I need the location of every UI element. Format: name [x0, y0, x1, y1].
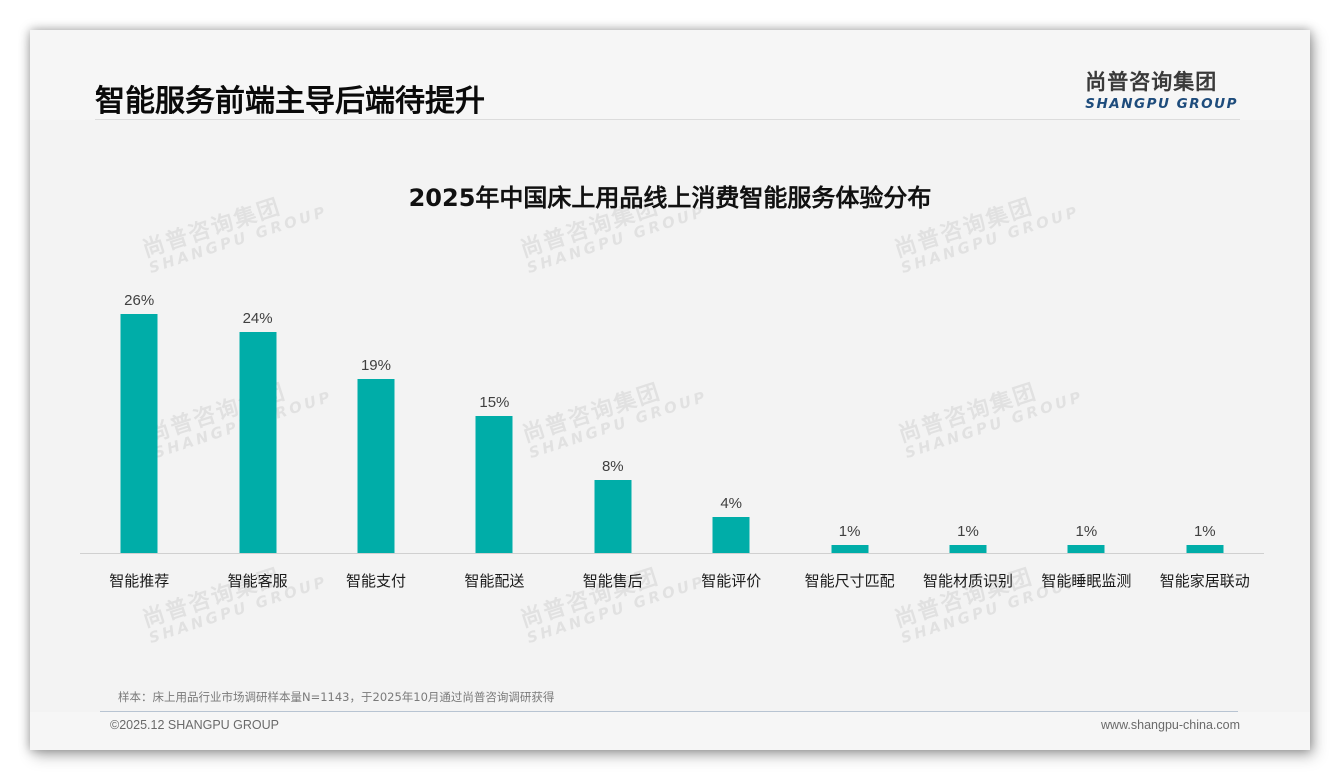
watermark-cn: 尚普咨询集团 — [891, 564, 1037, 633]
bar — [357, 378, 395, 554]
watermark-cn: 尚普咨询集团 — [139, 564, 285, 633]
bar-group: 15% — [435, 280, 553, 554]
bar — [712, 517, 750, 554]
watermark: 尚普咨询集团 SHANGPU GROUP — [517, 552, 708, 648]
bar-chart-plot: 26% 24% 19% 15% 8% 4% 1% 1% 1% 1% — [80, 280, 1264, 554]
bar-group: 1% — [1027, 280, 1145, 554]
bar — [831, 544, 869, 554]
logo-chinese-text: 尚普咨询集团 — [1085, 70, 1218, 94]
watermark-en: SHANGPU GROUP — [898, 202, 1082, 278]
footer-divider — [100, 711, 1238, 712]
sample-note: 样本：床上用品行业市场调研样本量N=1143，于2025年10月通过尚普咨询调研… — [118, 690, 555, 704]
category-label: 智能配送 — [464, 572, 525, 590]
bar-group: 4% — [672, 280, 790, 554]
bar-value-label: 4% — [720, 495, 743, 513]
bar — [1067, 544, 1105, 554]
logo-english-text: SHANGPU GROUP — [1085, 96, 1238, 112]
category-label: 智能评价 — [701, 572, 762, 590]
x-axis-line — [80, 553, 1264, 554]
bar-value-label: 8% — [601, 458, 624, 476]
bar-group: 24% — [198, 280, 316, 554]
bar — [1186, 544, 1224, 554]
company-logo: 尚普咨询集团 SHANGPU GROUP — [1085, 66, 1238, 112]
watermark-en: SHANGPU GROUP — [146, 202, 330, 278]
title-divider — [95, 119, 1240, 120]
bar-value-label: 1% — [957, 522, 979, 540]
category-label: 智能推荐 — [109, 572, 170, 590]
category-label: 智能尺寸匹配 — [804, 572, 895, 590]
category-label: 智能售后 — [582, 572, 643, 590]
website-link[interactable]: www.shangpu-china.com — [1101, 718, 1240, 732]
header-band — [30, 30, 1310, 120]
bar — [475, 415, 513, 554]
slide: 智能服务前端主导后端待提升 尚普咨询集团 SHANGPU GROUP 尚普咨询集… — [30, 30, 1310, 750]
bar-value-label: 1% — [1075, 522, 1098, 540]
bar — [949, 544, 987, 554]
bar-group: 19% — [317, 280, 435, 554]
bar-group: 26% — [80, 280, 198, 554]
watermark-en: SHANGPU GROUP — [524, 202, 708, 278]
category-label: 智能家居联动 — [1159, 572, 1250, 590]
bar-value-label: 1% — [838, 522, 861, 540]
category-label: 智能支付 — [345, 572, 406, 590]
copyright-text: ©2025.12 SHANGPU GROUP — [110, 718, 279, 732]
bar-group: 1% — [1146, 280, 1264, 554]
watermark: 尚普咨询集团 SHANGPU GROUP — [139, 552, 330, 648]
chart-title: 2025年中国床上用品线上消费智能服务体验分布 — [408, 184, 932, 212]
bar — [120, 314, 158, 554]
bar — [239, 332, 277, 554]
category-label: 智能睡眠监测 — [1041, 572, 1132, 590]
watermark: 尚普咨询集团 SHANGPU GROUP — [891, 552, 1082, 648]
bar-value-label: 1% — [1193, 522, 1216, 540]
bar-group: 1% — [790, 280, 908, 554]
bar — [594, 480, 632, 554]
footer-band — [30, 712, 1310, 750]
page-title: 智能服务前端主导后端待提升 — [95, 84, 485, 119]
bar-group: 8% — [554, 280, 672, 554]
bar-value-label: 15% — [479, 393, 510, 411]
bar-value-label: 24% — [242, 310, 273, 328]
category-label: 智能材质识别 — [922, 572, 1013, 590]
bar-value-label: 19% — [360, 356, 391, 374]
watermark-cn: 尚普咨询集团 — [517, 564, 663, 633]
bar-group: 1% — [909, 280, 1027, 554]
category-label: 智能客服 — [227, 572, 288, 590]
bar-value-label: 26% — [124, 292, 155, 309]
